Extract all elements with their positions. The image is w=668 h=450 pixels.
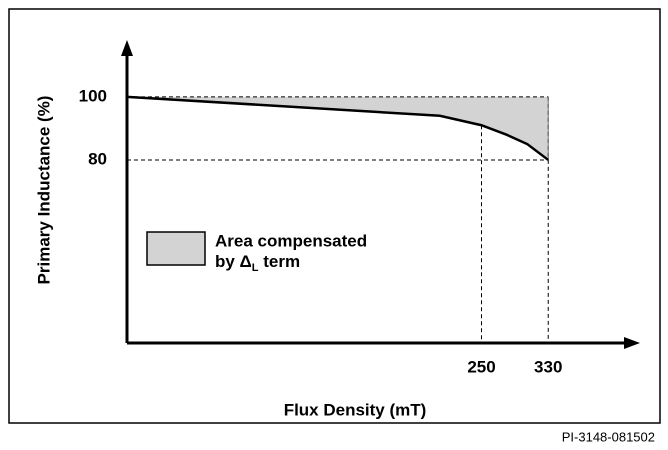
x-axis-label: Flux Density (mT) bbox=[284, 400, 427, 419]
frame bbox=[8, 8, 661, 424]
y-tick-label: 100 bbox=[79, 86, 107, 105]
x-tick-label: 250 bbox=[467, 357, 495, 376]
line bbox=[126, 95, 549, 161]
legend-text: by ΔL term bbox=[215, 252, 300, 273]
y-tick-label: 80 bbox=[88, 149, 107, 168]
x-tick-label: 330 bbox=[534, 357, 562, 376]
shaded-area bbox=[127, 96, 549, 160]
x-axis-arrow bbox=[624, 337, 640, 349]
y-axis-label: Primary Inductance (%) bbox=[34, 96, 53, 285]
legend-swatch bbox=[146, 231, 206, 266]
footnote: PI-3148-081502 bbox=[562, 429, 655, 444]
y-axis-arrow bbox=[121, 40, 133, 56]
legend-text: Area compensated bbox=[215, 231, 367, 250]
